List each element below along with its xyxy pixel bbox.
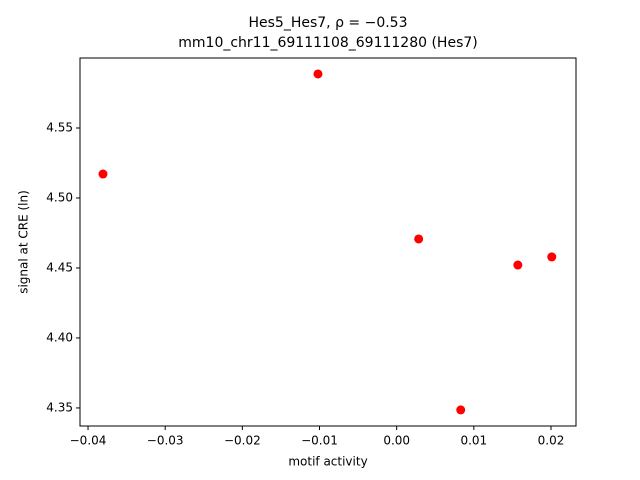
x-tick-label: 0.00	[383, 434, 410, 448]
x-tick-label: 0.01	[460, 434, 487, 448]
y-tick-label: 4.35	[46, 400, 73, 414]
chart-subtitle: mm10_chr11_69111108_69111280 (Hes7)	[178, 35, 477, 51]
y-tick-label: 4.55	[46, 120, 73, 134]
x-tick-label: −0.04	[70, 434, 107, 448]
point	[456, 405, 466, 415]
y-axis-label: signal at CRE (ln)	[17, 190, 31, 294]
x-axis-label: motif activity	[288, 455, 367, 469]
point	[313, 69, 323, 79]
x-tick-label: −0.01	[301, 434, 338, 448]
point	[513, 260, 523, 270]
x-tick-label: −0.02	[224, 434, 261, 448]
point	[547, 252, 557, 262]
plot-frame	[79, 57, 577, 427]
point	[414, 234, 424, 244]
chart-title: Hes5_Hes7, ρ = −0.53	[248, 15, 407, 31]
y-tick-label: 4.40	[46, 330, 73, 344]
point	[98, 169, 108, 179]
x-tick-label: −0.03	[147, 434, 184, 448]
y-tick-label: 4.45	[46, 260, 73, 274]
x-tick-label: 0.02	[538, 434, 565, 448]
y-tick-label: 4.50	[46, 190, 73, 204]
